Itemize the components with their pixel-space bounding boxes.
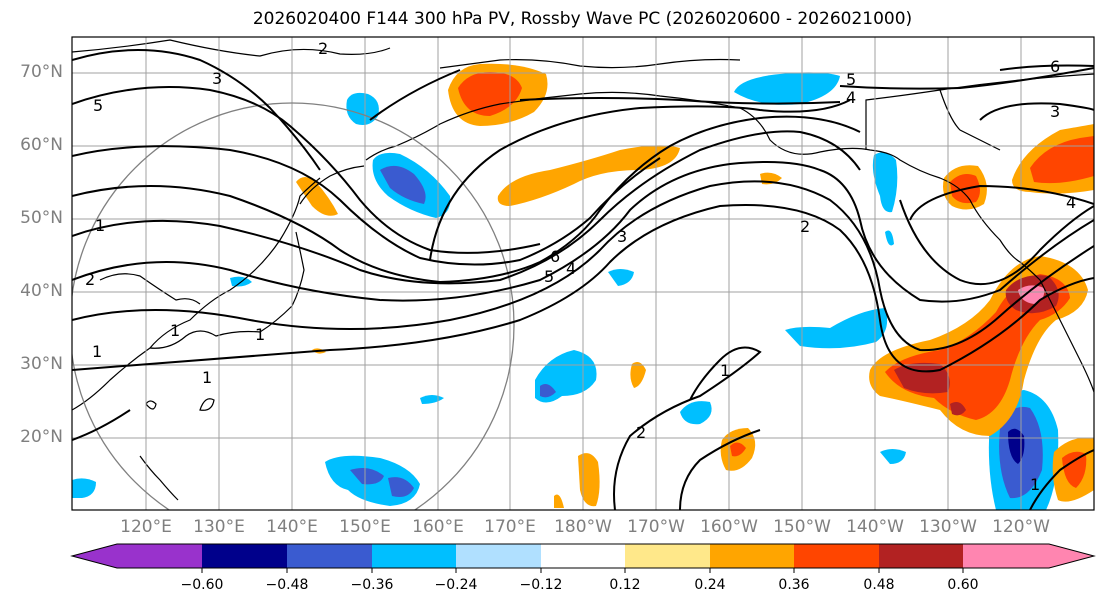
contour-label: 3 [1050,102,1060,121]
colorbar-swatch [117,544,202,568]
map-border [71,36,1095,511]
contour-label: 3 [617,227,627,246]
coastlines [72,39,1094,501]
colorbar-swatch [710,544,794,568]
contour-labels: 5 3 2 4 5 3 6 4 2 1 2 1 1 1 6 5 4 3 2 1 … [85,39,1076,494]
lon-label-150e: 150°E [339,517,391,537]
contour-label: 1 [95,216,105,235]
colorbar-tick-label: 0.24 [694,577,726,593]
contour-label: 6 [550,247,560,266]
pv-negative-anomalies [72,72,1059,510]
lat-label-70n: 70°N [20,62,63,82]
colorbar-swatch [625,544,710,568]
contour-label: 2 [318,39,328,58]
contour-label: 4 [566,259,576,278]
colorbar-tick-label: −0.36 [350,577,394,593]
contour-label: 4 [1066,193,1076,212]
map-title: 2026020400 F144 300 hPa PV, Rossby Wave … [252,9,913,29]
colorbar-tick-label: 0.48 [863,577,895,593]
colorbar-tick-label: −0.60 [180,577,224,593]
lon-label-120e: 120°E [120,517,172,537]
contour-label: 6 [1050,57,1060,76]
colorbar-swatch [963,544,1049,568]
contour-label: 1 [92,342,102,361]
lon-label-130e: 130°E [193,517,245,537]
lon-label-160w: 160°W [700,517,758,537]
contour-label: 4 [846,88,856,107]
lon-label-170e: 170°E [484,517,536,537]
lon-label-150w: 150°W [773,517,831,537]
lon-label-180w: 180°W [554,517,612,537]
lat-label-60n: 60°N [20,135,63,155]
lon-label-120w: 120°W [992,517,1050,537]
lat-label-20n: 20°N [20,427,63,447]
colorbar-tick-label: 0.36 [778,577,810,593]
lon-label-140w: 140°W [846,517,904,537]
colorbar-tick-label: −0.48 [265,577,309,593]
colorbar-tick-label: −0.12 [519,577,563,593]
lon-label-160e: 160°E [412,517,464,537]
colorbar-swatch [202,544,287,568]
colorbar-swatch [879,544,963,568]
colorbar [70,543,1096,573]
contour-label: 1 [255,325,265,344]
contour-label: 1 [1030,475,1040,494]
contour-label: 2 [85,270,95,289]
colorbar-left-extend [72,544,117,568]
colorbar-outline [70,543,1096,569]
colorbar-swatch [372,544,456,568]
pv-contours [72,49,1094,510]
contour-label: 1 [720,361,730,380]
lon-label-130w: 130°W [919,517,977,537]
colorbar-swatch [541,544,625,568]
contour-label: 2 [800,217,810,236]
contour-label: 2 [636,423,646,442]
contour-label: 5 [544,267,554,286]
lon-label-170w: 170°W [627,517,685,537]
contour-label: 5 [846,70,856,89]
colorbar-tick-label: 0.60 [947,577,979,593]
contour-label: 5 [93,96,103,115]
lat-label-40n: 40°N [20,281,63,301]
colorbar-swatch [287,544,372,568]
contour-label: 1 [202,368,212,387]
pv-positive-anomalies [296,63,1094,508]
colorbar-swatch [794,544,879,568]
lat-label-30n: 30°N [20,354,63,374]
graticule [72,37,1094,510]
reference-circle [72,102,515,510]
contour-label: 3 [212,69,222,88]
colorbar-swatch [456,544,541,568]
colorbar-tick-label: 0.12 [609,577,641,593]
lat-label-50n: 50°N [20,208,63,228]
contour-label: 1 [170,321,180,340]
colorbar-tick-label: −0.24 [434,577,478,593]
lon-label-140e: 140°E [266,517,318,537]
colorbar-right-extend [1049,544,1094,568]
